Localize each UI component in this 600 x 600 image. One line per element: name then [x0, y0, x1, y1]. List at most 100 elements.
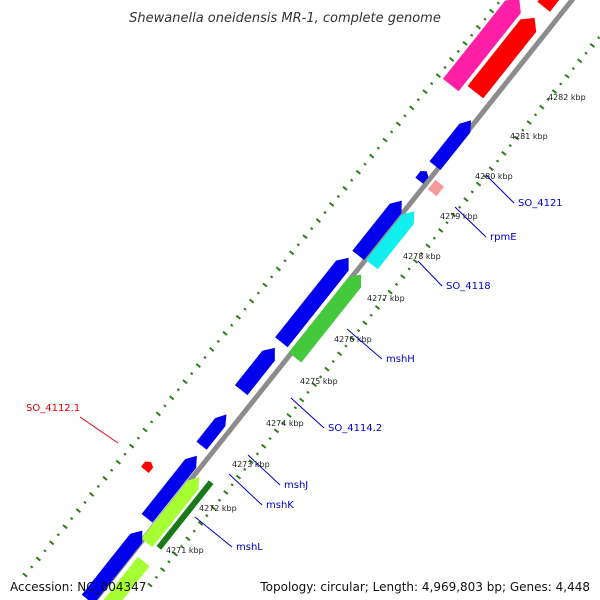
tick-mark: [296, 243, 300, 247]
tick-mark: [289, 250, 295, 256]
gene-label: SO_4114.2: [328, 423, 382, 434]
kbp-label: 4276 kbp: [334, 335, 372, 344]
gene-feature: [288, 274, 362, 363]
tick-mark: [169, 395, 175, 401]
tick-mark: [450, 212, 456, 218]
gene-label: rpmE: [490, 232, 517, 243]
tick-mark: [203, 355, 207, 360]
tick-mark: [195, 363, 201, 368]
tick-mark: [129, 443, 135, 449]
tick-mark: [475, 24, 481, 30]
tick-mark: [110, 468, 114, 472]
tick-mark: [470, 190, 474, 194]
gene-feature: [365, 211, 415, 270]
tick-mark: [155, 411, 161, 417]
gene-label: mshL: [236, 542, 263, 553]
kbp-label: 4282 kbp: [548, 93, 586, 102]
tick-mark: [369, 153, 375, 159]
label-leader-line: [194, 516, 233, 548]
tick-mark: [172, 551, 178, 557]
tick-mark: [456, 49, 460, 53]
tick-mark: [362, 320, 368, 326]
tick-mark: [154, 575, 158, 579]
tick-mark: [22, 572, 28, 578]
gene-feature: [196, 414, 227, 450]
tick-mark: [483, 17, 487, 21]
tick-mark: [546, 97, 550, 101]
gene-label: SO_4112.1: [26, 403, 80, 414]
tick-mark: [176, 388, 180, 392]
tick-mark: [495, 159, 500, 163]
tick-mark: [336, 351, 343, 357]
gene-feature: [467, 17, 537, 99]
kbp-label: 4273 kbp: [232, 460, 270, 469]
tick-mark: [311, 382, 317, 388]
tick-mark: [589, 42, 596, 48]
tick-mark: [564, 73, 570, 79]
tick-mark: [336, 194, 340, 198]
tick-mark: [299, 397, 305, 403]
tick-mark: [261, 443, 267, 449]
tick-mark: [190, 372, 194, 376]
tick-mark: [395, 121, 401, 127]
gene-features: [81, 0, 569, 600]
tick-mark: [315, 218, 321, 223]
kbp-label: 4277 kbp: [367, 294, 405, 303]
kbp-label: 4271 kbp: [166, 546, 204, 555]
tick-mark: [89, 492, 95, 497]
tick-mark: [235, 474, 242, 480]
tick-mark: [49, 540, 55, 546]
label-leaders: [79, 174, 515, 548]
tick-mark: [551, 89, 558, 95]
tick-mark: [268, 436, 272, 441]
label-leader-line: [290, 397, 325, 429]
label-leader-line: [485, 174, 515, 204]
label-leader-line: [417, 260, 443, 287]
tick-mark: [489, 8, 495, 14]
tick-mark: [400, 274, 406, 280]
gene-feature: [537, 0, 569, 12]
tick-mark: [150, 420, 154, 424]
tick-mark: [35, 556, 41, 562]
tick-mark: [222, 330, 228, 336]
tick-mark: [438, 227, 444, 233]
tick-mark: [75, 508, 81, 513]
tick-mark: [363, 162, 367, 166]
gene-labels: SO_4121 rpmE SO_4118 mshH SO_4114.2 mshJ mshK m…: [26, 198, 563, 553]
tick-mark: [425, 243, 431, 249]
tick-mark: [374, 305, 381, 310]
tick-mark: [329, 202, 335, 207]
tick-mark: [416, 98, 420, 102]
tick-mark: [559, 82, 563, 86]
map-title: Shewanella oneidensis MR-1, complete gen…: [129, 11, 441, 26]
tick-mark: [488, 166, 494, 172]
tick-mark: [115, 459, 121, 465]
tick-mark: [270, 275, 274, 279]
tick-mark: [435, 73, 441, 78]
tick-mark: [83, 500, 87, 505]
tick-mark: [230, 323, 234, 327]
tick-mark: [142, 427, 148, 433]
gene-feature: [141, 477, 200, 548]
kbp-label: 4279 kbp: [440, 212, 478, 221]
gene-feature: [415, 171, 429, 184]
kbp-label: 4275 kbp: [300, 377, 338, 386]
tick-mark: [521, 128, 525, 132]
label-leader-line: [346, 328, 383, 360]
gene-feature: [140, 461, 154, 474]
gene-feature: [81, 530, 143, 600]
tick-mark: [382, 137, 388, 143]
tick-mark: [243, 467, 247, 471]
tick-mark: [449, 57, 455, 62]
tick-mark: [394, 282, 399, 286]
tick-mark: [513, 135, 520, 141]
kbp-label: 4278 kbp: [403, 252, 441, 261]
tick-mark: [230, 483, 234, 487]
gene-feature: [429, 120, 472, 171]
tick-mark: [216, 339, 220, 343]
tick-mark: [167, 560, 171, 564]
tick-mark: [62, 524, 68, 530]
gene-label: SO_4118: [446, 281, 491, 292]
tick-mark: [496, 1, 500, 5]
tick-mark: [275, 266, 281, 272]
